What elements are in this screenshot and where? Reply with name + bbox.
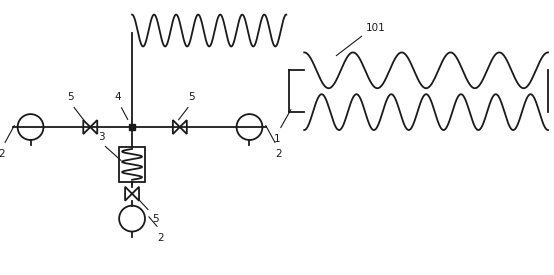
Text: 2: 2	[275, 149, 281, 159]
Text: 1: 1	[274, 134, 281, 144]
Text: 2: 2	[157, 233, 164, 243]
Text: 5: 5	[188, 92, 195, 102]
Text: 4: 4	[115, 92, 121, 102]
Text: 5: 5	[152, 214, 158, 224]
Text: 2: 2	[0, 149, 5, 159]
Text: 5: 5	[67, 92, 74, 102]
Text: 3: 3	[98, 133, 105, 142]
Text: 101: 101	[366, 23, 386, 32]
Bar	[119, 147, 145, 182]
